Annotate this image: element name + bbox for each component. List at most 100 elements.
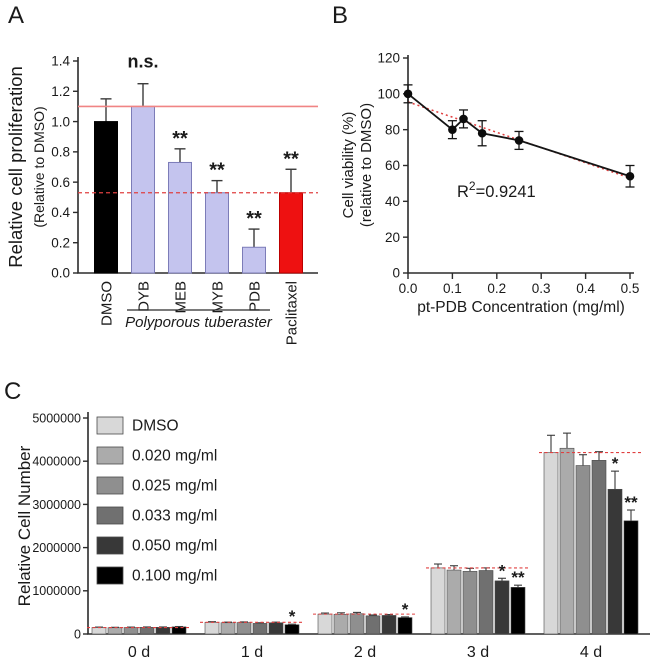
y-tick-label: 0 <box>74 627 81 641</box>
x-category-label: PDB <box>247 281 264 312</box>
data-point <box>625 171 635 181</box>
panel-c-legend: DMSO 0.020 mg/ml 0.025 mg/ml 0.033 mg/ml 0.0… <box>96 416 217 585</box>
legend-swatch <box>96 446 124 465</box>
x-tick-label: 0.1 <box>443 281 462 296</box>
trend-line <box>407 101 631 179</box>
significance-annotation: ** <box>624 493 638 512</box>
significance-annotation: ** <box>246 208 262 230</box>
bar <box>446 569 462 635</box>
panel-b-axes <box>407 55 634 274</box>
data-point <box>477 128 487 138</box>
panel-b-label: B <box>332 2 349 29</box>
panel-c-grouped-bar-chart: 0 1000000 2000000 3000000 4000000 5000000 Rela… <box>15 411 650 661</box>
bar <box>349 613 365 635</box>
y-axis-subtitle: (Relative to DMSO) <box>31 106 47 227</box>
bar <box>607 488 623 635</box>
y-tick-label: 1.4 <box>51 54 70 69</box>
x-category-label: 2 d <box>354 644 376 661</box>
x-category-label: DMSO <box>99 281 116 326</box>
y-tick-label: 5000000 <box>32 411 81 425</box>
bar <box>242 246 266 274</box>
bar <box>91 627 107 635</box>
y-tick-label: 20 <box>385 230 400 245</box>
x-category-label: 3 d <box>467 644 489 661</box>
significance-annotation: * <box>499 561 506 580</box>
y-tick-label: 0 <box>392 266 400 281</box>
y-tick-label: 120 <box>377 51 400 66</box>
bar <box>236 622 252 635</box>
bar <box>123 627 139 635</box>
bar <box>131 105 155 274</box>
y-axis-title: Relative cell proliferation <box>5 66 26 268</box>
legend-swatch <box>96 566 124 585</box>
y-tick-label: 0.2 <box>51 235 70 250</box>
significance-annotation: * <box>612 454 619 473</box>
y-tick-label: 60 <box>385 158 400 173</box>
bar <box>220 622 236 635</box>
significance-annotation: ** <box>172 128 188 150</box>
significance-annotation: ** <box>283 148 299 170</box>
bar <box>168 161 192 274</box>
data-point <box>459 114 468 124</box>
y-tick-label: 0.8 <box>51 145 70 160</box>
bar <box>107 627 123 635</box>
legend-label: DMSO <box>132 418 179 435</box>
y-axis-title: Cell viability (%) <box>340 112 357 219</box>
bar <box>559 447 575 635</box>
bar <box>279 192 303 274</box>
x-category-label: MYB <box>210 281 227 314</box>
legend-label: 0.050 mg/ml <box>132 538 217 555</box>
x-category-label: 0 d <box>128 644 150 661</box>
legend-label: 0.033 mg/ml <box>132 508 217 525</box>
x-category-label: Paclitaxel <box>284 281 301 345</box>
legend-swatch <box>96 506 124 525</box>
y-tick-label: 0.0 <box>51 266 70 281</box>
y-tick-label: 1000000 <box>32 584 81 598</box>
y-tick-label: 2000000 <box>32 541 81 555</box>
x-category-label: MEB <box>173 281 190 314</box>
bar <box>252 623 268 635</box>
bar <box>365 615 381 635</box>
panel-b-line-chart: 0.0 0.1 0.2 0.3 0.4 0.5 0 20 40 60 80 100 120 pt-PDB … <box>340 51 640 316</box>
x-tick-label: 0.2 <box>487 281 506 296</box>
bar <box>139 627 155 635</box>
y-tick-label: 40 <box>385 194 400 209</box>
data-point <box>448 125 457 134</box>
panel-a-bar-chart: 0.0 0.2 0.4 0.6 0.8 1.0 1.2 1.4 DMSO n.s. DYB ** MEB… <box>5 52 318 345</box>
legend-label: 0.025 mg/ml <box>132 478 217 495</box>
bar <box>204 622 220 635</box>
bar <box>462 571 478 635</box>
bar <box>381 615 397 635</box>
panel-a-label: A <box>8 2 25 29</box>
x-tick-label: 0.5 <box>621 281 640 296</box>
bar <box>155 627 171 635</box>
panel-a-plot: 0.0 0.2 0.4 0.6 0.8 1.0 1.2 1.4 DMSO n.s. DYB ** MEB… <box>5 52 318 345</box>
significance-annotation: ** <box>209 160 225 182</box>
bar <box>205 192 229 274</box>
y-tick-label: 0.4 <box>51 205 70 220</box>
bar <box>543 452 559 635</box>
y-axis-title: Relative Cell Number <box>15 445 34 606</box>
data-point <box>514 136 524 145</box>
legend-label: 0.100 mg/ml <box>132 568 217 585</box>
legend-swatch <box>96 476 124 495</box>
x-tick-label: 0.3 <box>532 281 551 296</box>
bar <box>591 460 607 635</box>
bar <box>94 121 118 274</box>
significance-annotation: * <box>289 607 296 626</box>
y-tick-label: 80 <box>385 122 400 137</box>
legend-swatch <box>96 416 124 435</box>
bar <box>284 624 300 635</box>
y-tick-label: 3000000 <box>32 498 81 512</box>
significance-annotation: n.s. <box>127 52 158 72</box>
bar <box>430 567 446 635</box>
bar <box>494 580 510 635</box>
bar <box>397 617 413 635</box>
y-tick-label: 100 <box>377 87 400 102</box>
panel-c-label: C <box>4 378 22 405</box>
data-point <box>403 89 413 99</box>
significance-annotation: * <box>402 600 409 619</box>
bar <box>317 613 333 635</box>
y-axis-subtitle: (relative to DMSO) <box>358 103 375 227</box>
